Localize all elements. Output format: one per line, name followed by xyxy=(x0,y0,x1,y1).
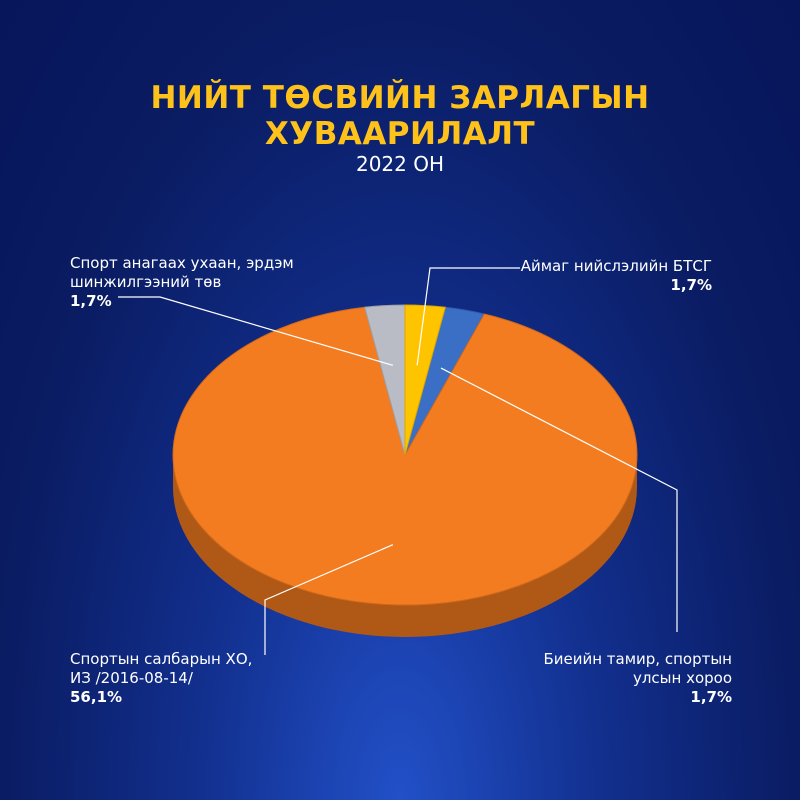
chart-subtitle: 2022 ОН xyxy=(355,152,445,176)
value-label: 1,7% xyxy=(690,688,732,706)
category-label: Биеийн тамир, спортын улсын хороо xyxy=(543,650,732,687)
chart-title: НИЙТ ТӨСВИЙН ЗАРЛАГЫН ХУВААРИЛАЛТ xyxy=(150,80,650,152)
leader-line xyxy=(440,367,678,632)
category-label: Аймаг нийслэлийн БТСГ xyxy=(520,257,712,275)
category-label: Спорт анагаах ухаан, эрдэм шинжилгээний … xyxy=(70,254,294,291)
slice-side xyxy=(173,455,637,637)
slice xyxy=(172,306,638,606)
label: Аймаг нийслэлийн БТСГ 1,7% xyxy=(512,257,712,295)
leader-line xyxy=(416,267,520,366)
value-label: 1,7% xyxy=(70,292,112,310)
leader-line xyxy=(264,544,394,655)
label: Спортын салбарын ХО, ИЗ /2016-08-14/56,1… xyxy=(70,650,270,707)
label: Спорт анагаах ухаан, эрдэм шинжилгээний … xyxy=(70,254,330,311)
value-label: 1,7% xyxy=(670,276,712,294)
label: Биеийн тамир, спортын улсын хороо 1,7% xyxy=(492,650,732,707)
value-label: 56,1% xyxy=(70,688,123,706)
category-label: Спортын салбарын ХО, ИЗ /2016-08-14/ xyxy=(70,650,253,687)
leader-line xyxy=(118,296,394,366)
